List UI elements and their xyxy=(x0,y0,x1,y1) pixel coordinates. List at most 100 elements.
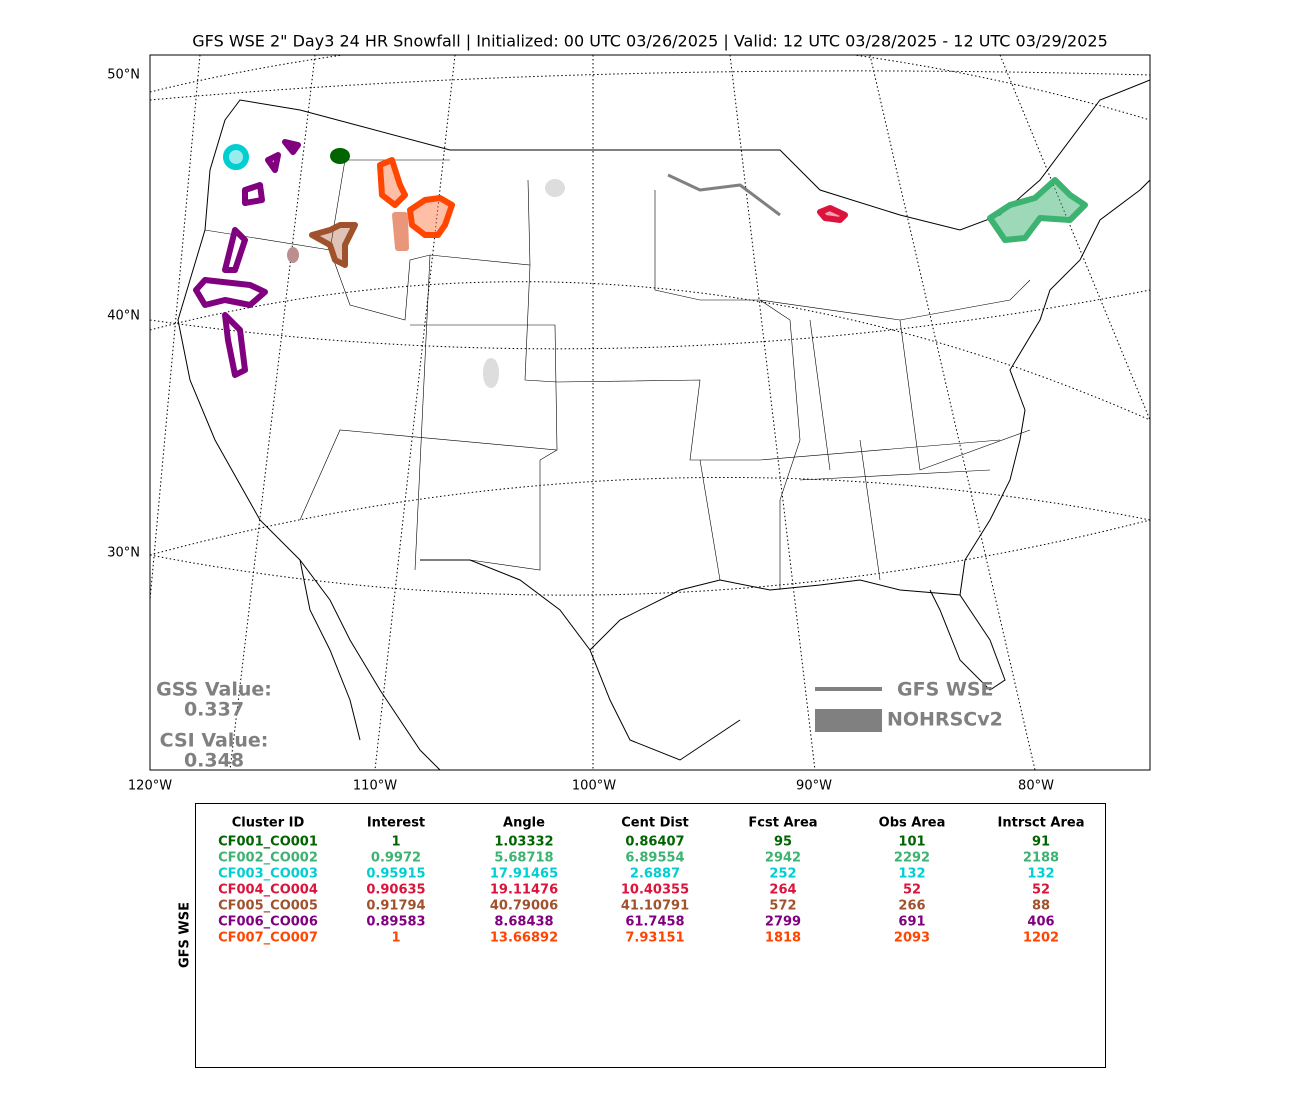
clusters xyxy=(193,139,1088,388)
table-cell: 0.89583 xyxy=(366,915,425,930)
state-borders xyxy=(204,159,1031,590)
column-header: Intrsct Area xyxy=(998,816,1085,831)
lon-label: 110°W xyxy=(353,779,397,794)
cluster-gfs-gray xyxy=(667,173,781,217)
table-cell: 0.91794 xyxy=(366,899,425,914)
table-cell: CF001_CO001 xyxy=(218,835,318,850)
table-cell: 2942 xyxy=(765,851,801,866)
lon-label: 80°W xyxy=(1018,779,1054,794)
table-cell: 13.66892 xyxy=(490,931,558,946)
table-cell: 266 xyxy=(898,899,925,914)
lon-label: 120°W xyxy=(128,779,172,794)
table-cell: 132 xyxy=(1027,867,1054,882)
table-cell: 19.11476 xyxy=(490,883,558,898)
table-cell: CF005_CO005 xyxy=(218,899,318,914)
cluster-gray xyxy=(483,358,499,388)
stat-label: CSI Value: xyxy=(160,730,269,752)
cluster-cf003 xyxy=(223,144,249,170)
table-cell: 2799 xyxy=(765,915,801,930)
table-cell: CF004_CO004 xyxy=(218,883,318,898)
graticule xyxy=(150,55,1150,121)
table-cell: CF003_CO003 xyxy=(218,867,318,882)
graticule xyxy=(150,519,1150,596)
table-frame xyxy=(195,803,1106,1068)
legend-swatch xyxy=(815,709,882,732)
cluster-obs xyxy=(287,247,299,263)
lat-label: 50°N xyxy=(107,68,140,83)
table-cell: 95 xyxy=(774,835,792,850)
table-cell: 264 xyxy=(769,883,796,898)
table-cell: 1.03332 xyxy=(494,835,553,850)
map: 50°N 40°N 30°N 120°W 110°W 100°W 90°W 80… xyxy=(107,54,1151,794)
graticule xyxy=(999,55,1150,421)
table-cell: 2188 xyxy=(1023,851,1059,866)
table-cell: 132 xyxy=(898,867,925,882)
table-cell: 5.68718 xyxy=(494,851,553,866)
table-cell: 8.68438 xyxy=(494,915,553,930)
cluster-obs xyxy=(392,212,409,251)
cluster-cf001 xyxy=(330,148,350,164)
legend: GFS WSE NOHRSCv2 xyxy=(815,679,1003,732)
table-cell: 0.95915 xyxy=(366,867,425,882)
table-cell: 52 xyxy=(903,883,921,898)
stats: GSS Value: 0.337 CSI Value: 0.348 xyxy=(156,679,272,772)
column-header: Cent Dist xyxy=(621,816,689,831)
cluster-cf006 xyxy=(193,139,301,378)
table-cell: 101 xyxy=(898,835,925,850)
legend-label: NOHRSCv2 xyxy=(887,709,1003,731)
table-cell: 252 xyxy=(769,867,796,882)
cluster-cf004 xyxy=(817,205,848,223)
lon-label: 90°W xyxy=(796,779,832,794)
column-header: Interest xyxy=(367,816,425,831)
map-frame xyxy=(149,54,1151,771)
table-cell: CF002_CO002 xyxy=(218,851,318,866)
table-cell: 1202 xyxy=(1023,931,1059,946)
table-cell: 91 xyxy=(1032,835,1050,850)
graticule xyxy=(150,55,201,601)
map-content xyxy=(150,55,1150,770)
stat-value: 0.348 xyxy=(184,750,244,772)
table-cell: 6.89554 xyxy=(625,851,684,866)
table-cell: 2.6887 xyxy=(630,867,680,882)
table-cell: 0.90635 xyxy=(366,883,425,898)
column-header: Fcst Area xyxy=(748,816,817,831)
graticule xyxy=(150,281,1150,421)
table-cell: 2292 xyxy=(894,851,930,866)
table-cell: 17.91465 xyxy=(490,867,558,882)
table-cell: 1818 xyxy=(765,931,801,946)
table-cell: 40.79006 xyxy=(490,899,558,914)
table: GFS WSE Cluster ID Interest Angle Cent Dist… xyxy=(178,803,1106,1068)
graticule xyxy=(150,289,1150,350)
table-cell: 88 xyxy=(1032,899,1050,914)
column-header: Obs Area xyxy=(879,816,946,831)
table-cell: 61.7458 xyxy=(625,915,684,930)
lat-label: 40°N xyxy=(107,309,140,324)
stat-label: GSS Value: xyxy=(156,679,272,701)
stat-value: 0.337 xyxy=(184,699,244,721)
table-cell: 1 xyxy=(391,835,400,850)
table-cell: 41.10791 xyxy=(621,899,689,914)
table-cell: CF007_CO007 xyxy=(218,931,318,946)
table-cell: 10.40355 xyxy=(621,883,689,898)
graticule xyxy=(729,55,816,770)
table-cell: 0.9972 xyxy=(371,851,421,866)
table-side-label: GFS WSE xyxy=(178,902,193,968)
table-cell: 52 xyxy=(1032,883,1050,898)
table-cell: CF006_CO006 xyxy=(218,915,318,930)
lat-label: 30°N xyxy=(107,546,140,561)
cluster-cf002 xyxy=(987,177,1088,243)
table-cell: 0.86407 xyxy=(625,835,684,850)
table-cell: 1 xyxy=(391,931,400,946)
table-cell: 406 xyxy=(1027,915,1054,930)
cluster-cf007 xyxy=(377,157,455,238)
legend-label: GFS WSE xyxy=(897,679,994,701)
cluster-cf005 xyxy=(309,222,358,268)
table-cell: 691 xyxy=(898,915,925,930)
graticule xyxy=(229,55,316,770)
coastline xyxy=(177,79,1150,770)
cluster-gray xyxy=(545,179,565,197)
column-header: Cluster ID xyxy=(232,816,305,831)
title: GFS WSE 2" Day3 24 HR Snowfall | Initial… xyxy=(192,32,1108,51)
table-cell: 572 xyxy=(769,899,796,914)
